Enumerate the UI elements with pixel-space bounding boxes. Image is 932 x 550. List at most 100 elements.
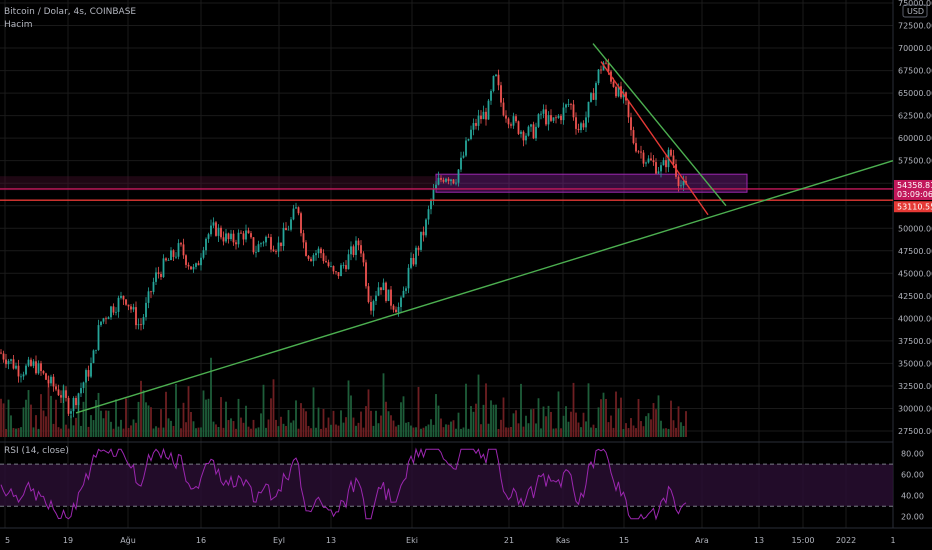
volume-bar	[215, 424, 217, 437]
volume-bar	[547, 405, 550, 437]
candle-body	[437, 177, 440, 185]
candle-body	[527, 126, 530, 136]
candle-body	[107, 317, 110, 320]
volume-bar	[605, 398, 607, 437]
volume-bar	[120, 419, 122, 437]
volume-bar	[237, 398, 240, 437]
volume-bar	[320, 428, 322, 437]
candle-body	[152, 281, 155, 292]
candle-body	[550, 115, 552, 121]
countdown-value: 03:09:06	[897, 190, 932, 199]
candle-body	[17, 365, 20, 377]
candle-body	[215, 222, 217, 236]
volume-bar	[265, 427, 267, 437]
volume-bar	[82, 401, 85, 437]
volume-bar	[117, 426, 120, 437]
time-tick-label: 13	[326, 536, 336, 545]
candle-body	[655, 162, 657, 174]
volume-bar	[232, 421, 235, 437]
candle-body	[90, 362, 92, 377]
candle-body	[635, 143, 637, 152]
candle-body	[167, 260, 170, 261]
candle-body	[390, 289, 392, 306]
volume-bar	[182, 402, 185, 437]
volume-bar	[305, 411, 307, 437]
volume-bar	[415, 427, 417, 437]
volume-bar	[600, 399, 602, 437]
candle-body	[0, 352, 2, 354]
candle-body	[642, 152, 645, 164]
volume-bar	[355, 425, 357, 437]
volume-bar	[90, 415, 92, 437]
price-tick-label: 40000.00	[898, 314, 932, 323]
volume-bar	[670, 400, 672, 437]
candle-body	[270, 237, 272, 250]
candle-body	[465, 140, 467, 156]
demand-zone	[0, 173, 748, 193]
volume-bar	[37, 428, 40, 437]
candle-body	[275, 251, 277, 253]
volume-bar	[637, 399, 640, 437]
candle-body	[127, 304, 130, 307]
volume-bar	[67, 428, 70, 437]
candle-body	[307, 255, 310, 259]
volume-bar	[12, 428, 15, 437]
volume-bar	[5, 428, 7, 437]
volume-bar	[537, 398, 540, 437]
volume-bar	[395, 426, 397, 437]
candle-body	[115, 311, 117, 313]
volume-bar	[180, 428, 182, 437]
volume-bar	[275, 419, 277, 437]
candle-body	[277, 242, 280, 252]
volume-bar	[597, 407, 600, 437]
candle-body	[12, 359, 15, 369]
time-tick-label: 21	[504, 536, 514, 545]
volume-bar	[557, 391, 560, 437]
rsi-tick-label: 40.00	[901, 492, 924, 501]
volume-bar	[60, 428, 62, 437]
volume-bar	[312, 387, 315, 437]
candle-body	[657, 171, 660, 174]
candle-body	[487, 100, 490, 120]
candle-body	[82, 382, 85, 389]
candle-body	[502, 102, 505, 116]
candle-body	[515, 116, 517, 122]
volume-bar	[535, 423, 537, 437]
candle-body	[52, 376, 55, 387]
volume-bar	[392, 420, 395, 437]
candle-body	[247, 230, 250, 234]
candle-body	[347, 254, 350, 270]
volume-bar	[575, 412, 577, 437]
candle-body	[415, 247, 417, 265]
volume-bar	[590, 427, 592, 437]
candle-body	[557, 115, 560, 118]
volume-bar	[132, 419, 135, 437]
volume-bar	[277, 426, 280, 437]
volume-bar	[540, 428, 542, 437]
candle-body	[165, 258, 167, 261]
candle-body	[592, 93, 595, 100]
candle-body	[650, 158, 652, 161]
candle-body	[410, 257, 412, 268]
candle-body	[35, 361, 37, 374]
volume-bar	[260, 413, 262, 437]
volume-bar	[602, 392, 605, 437]
candle-body	[532, 124, 535, 139]
candle-body	[672, 155, 675, 165]
price-tick-label: 35000.00	[898, 359, 932, 368]
candle-body	[627, 100, 630, 118]
candle-body	[175, 256, 177, 258]
volume-bar	[500, 419, 502, 437]
candle-body	[47, 379, 50, 384]
volume-bar	[360, 411, 362, 437]
volume-bar	[150, 407, 152, 437]
volume-bar	[632, 425, 635, 437]
volume-bar	[497, 428, 500, 437]
volume-bar	[27, 390, 30, 437]
volume-bar	[55, 399, 57, 437]
volume-bar	[97, 392, 100, 437]
volume-bar	[640, 421, 642, 437]
candle-body	[192, 266, 195, 270]
